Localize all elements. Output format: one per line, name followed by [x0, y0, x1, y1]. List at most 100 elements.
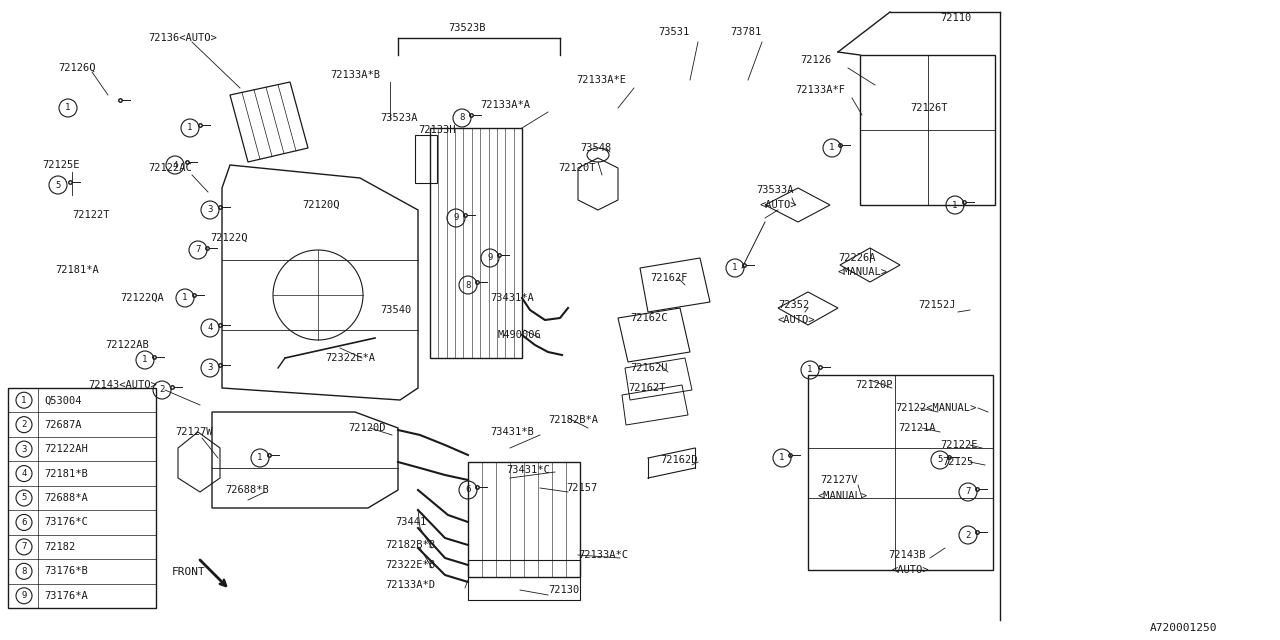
Text: 73431*C: 73431*C	[506, 465, 549, 475]
Text: 1: 1	[732, 264, 737, 273]
Text: 72133A*F: 72133A*F	[795, 85, 845, 95]
Text: 6: 6	[22, 518, 27, 527]
Text: 73176*A: 73176*A	[44, 591, 88, 601]
Text: 1: 1	[65, 104, 70, 113]
Text: Q53004: Q53004	[44, 396, 82, 405]
Text: 72182B*B: 72182B*B	[385, 540, 435, 550]
Text: 72226A: 72226A	[838, 253, 876, 263]
Text: 72136<AUTO>: 72136<AUTO>	[148, 33, 216, 43]
Text: 8: 8	[466, 280, 471, 289]
Text: 2: 2	[22, 420, 27, 429]
Text: 7: 7	[22, 542, 27, 552]
Text: 72122AC: 72122AC	[148, 163, 192, 173]
Text: 72122QA: 72122QA	[120, 293, 164, 303]
Bar	[860, 55, 995, 205]
Text: 72133A*A: 72133A*A	[480, 100, 530, 110]
Text: 72157: 72157	[566, 483, 598, 493]
Text: 1: 1	[257, 454, 262, 463]
Text: <MANUAL>: <MANUAL>	[818, 491, 868, 501]
Bar	[415, 135, 436, 183]
Text: M490006: M490006	[498, 330, 541, 340]
Text: 72322E*B: 72322E*B	[385, 560, 435, 570]
Text: 72162U: 72162U	[630, 363, 667, 373]
Text: 72122T: 72122T	[72, 210, 110, 220]
Bar	[808, 375, 993, 570]
Text: 5: 5	[22, 493, 27, 502]
Text: 9: 9	[22, 591, 27, 600]
Text: 73523B: 73523B	[448, 23, 485, 33]
Text: 73531: 73531	[658, 27, 689, 37]
Text: 4: 4	[22, 469, 27, 478]
Text: 72122Q: 72122Q	[210, 233, 247, 243]
Text: 73176*C: 73176*C	[44, 518, 88, 527]
Text: 72181*B: 72181*B	[44, 468, 88, 479]
Text: 1: 1	[22, 396, 27, 404]
Text: 73781: 73781	[730, 27, 762, 37]
Text: 72120Q: 72120Q	[302, 200, 339, 210]
Text: 72133H: 72133H	[419, 125, 456, 135]
Text: 6: 6	[466, 486, 471, 495]
Text: <AUTO>: <AUTO>	[778, 315, 815, 325]
Text: 72182: 72182	[44, 542, 76, 552]
Text: 72122<MANUAL>: 72122<MANUAL>	[895, 403, 977, 413]
Text: 72143B: 72143B	[888, 550, 925, 560]
Text: 72162T: 72162T	[628, 383, 666, 393]
Text: 7: 7	[965, 488, 970, 497]
Text: 72125: 72125	[942, 457, 973, 467]
Text: 72127W: 72127W	[175, 427, 212, 437]
Text: 2: 2	[159, 385, 165, 394]
Text: <AUTO>: <AUTO>	[892, 565, 929, 575]
Text: 1: 1	[808, 365, 813, 374]
Text: 1: 1	[142, 355, 147, 365]
Text: 73431*B: 73431*B	[490, 427, 534, 437]
Text: 72352: 72352	[778, 300, 809, 310]
Bar	[468, 560, 580, 600]
Text: 72110: 72110	[940, 13, 972, 23]
Text: 72182B*A: 72182B*A	[548, 415, 598, 425]
Text: A720001250: A720001250	[1149, 623, 1217, 633]
Text: 72162F: 72162F	[650, 273, 687, 283]
Text: 72127V: 72127V	[820, 475, 858, 485]
Text: 72122E: 72122E	[940, 440, 978, 450]
Text: 1: 1	[182, 294, 188, 303]
Text: 72126T: 72126T	[910, 103, 947, 113]
Text: 73533A: 73533A	[756, 185, 794, 195]
Text: 8: 8	[22, 567, 27, 576]
Text: 72120P: 72120P	[855, 380, 892, 390]
Text: 1: 1	[829, 143, 835, 152]
Text: 72687A: 72687A	[44, 420, 82, 429]
Bar	[8, 388, 156, 608]
Text: 72126: 72126	[800, 55, 831, 65]
Text: 8: 8	[460, 113, 465, 122]
Text: 72152J: 72152J	[918, 300, 955, 310]
Text: 72181*A: 72181*A	[55, 265, 99, 275]
Text: 73523A: 73523A	[380, 113, 417, 123]
Text: 3: 3	[207, 205, 212, 214]
Bar	[430, 128, 522, 358]
Text: 72121A: 72121A	[899, 423, 936, 433]
Text: 5: 5	[55, 180, 60, 189]
Text: 72143<AUTO>: 72143<AUTO>	[88, 380, 156, 390]
Text: 5: 5	[937, 456, 942, 465]
Text: 1: 1	[952, 200, 957, 209]
Text: 1: 1	[780, 454, 785, 463]
Text: 2: 2	[965, 531, 970, 540]
Text: 72125E: 72125E	[42, 160, 79, 170]
Text: 3: 3	[22, 445, 27, 454]
Text: 72120T: 72120T	[558, 163, 595, 173]
Text: 4: 4	[207, 323, 212, 333]
Text: <MANUAL>: <MANUAL>	[838, 267, 888, 277]
Text: 3: 3	[207, 364, 212, 372]
Text: 72122AB: 72122AB	[105, 340, 148, 350]
Text: 72133A*B: 72133A*B	[330, 70, 380, 80]
Text: 72133A*E: 72133A*E	[576, 75, 626, 85]
Text: 72130: 72130	[548, 585, 580, 595]
Text: 72322E*A: 72322E*A	[325, 353, 375, 363]
Text: 72688*B: 72688*B	[225, 485, 269, 495]
Text: 72133A*C: 72133A*C	[579, 550, 628, 560]
Text: 72122AH: 72122AH	[44, 444, 88, 454]
Text: 73176*B: 73176*B	[44, 566, 88, 577]
Text: 72126Q: 72126Q	[58, 63, 96, 73]
Text: 7: 7	[196, 246, 201, 255]
Text: 72688*A: 72688*A	[44, 493, 88, 503]
